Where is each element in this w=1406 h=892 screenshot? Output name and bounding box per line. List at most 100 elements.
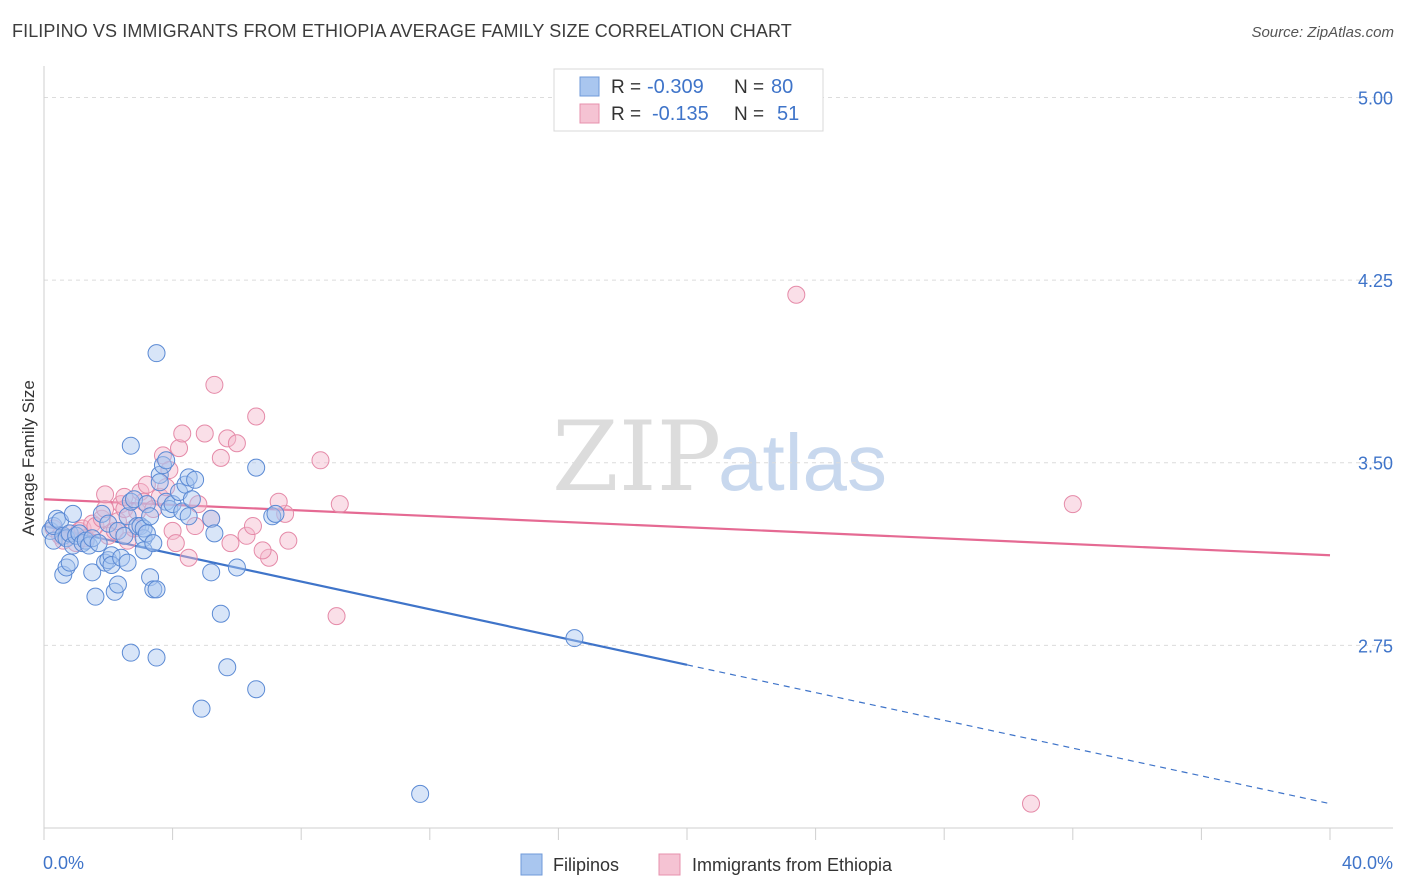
- point-filipinos-62: [186, 470, 205, 489]
- point-ethiopia-55: [253, 541, 272, 560]
- point-filipinos-50: [150, 473, 169, 492]
- point-filipinos-20: [86, 587, 105, 606]
- point-filipinos-73: [121, 436, 140, 455]
- point-filipinos-33: [118, 553, 137, 572]
- point-filipinos-77: [192, 699, 211, 718]
- point-filipinos-76: [147, 648, 166, 667]
- bottom-legend-swatch-ethiopia: [658, 853, 681, 876]
- point-filipinos-79: [565, 629, 584, 648]
- point-ethiopia-39: [205, 375, 224, 394]
- point-filipinos-38: [131, 517, 150, 536]
- point-filipinos-69: [247, 458, 266, 477]
- trend-line-filipinos: [43, 524, 688, 666]
- bottom-legend-swatch-filipinos: [520, 853, 543, 876]
- points-filipinos: [41, 344, 584, 803]
- point-ethiopia-11: [96, 500, 115, 519]
- bottom-legend-filipinos: Filipinos: [553, 855, 619, 875]
- trend-ethiopia: [43, 498, 1331, 557]
- point-filipinos-19: [83, 563, 102, 582]
- point-filipinos-21: [89, 534, 108, 553]
- point-filipinos-74: [147, 344, 166, 363]
- point-filipinos-13: [67, 526, 86, 545]
- legend-n-value-1: 80: [771, 76, 793, 98]
- legend: R = -0.309 N = 80 R = -0.135 N = 51: [553, 68, 824, 132]
- legend-n-label-1: N =: [734, 77, 764, 98]
- point-ethiopia-53: [1063, 495, 1082, 514]
- point-ethiopia-52: [787, 285, 806, 304]
- point-ethiopia-37: [195, 424, 214, 443]
- x-tick-min: 0.0%: [43, 853, 84, 873]
- point-filipinos-45: [144, 534, 163, 553]
- point-filipinos-44: [137, 524, 156, 543]
- y-tick-label-2: 4.25: [1358, 271, 1393, 291]
- point-ethiopia-40: [211, 448, 230, 467]
- y-tick-labels: 2.75 3.50 4.25 5.00: [1358, 88, 1393, 656]
- point-filipinos-52: [157, 451, 176, 470]
- trend-filipinos: [43, 524, 1331, 805]
- point-filipinos-68: [227, 558, 246, 577]
- point-filipinos-3: [47, 509, 66, 528]
- point-filipinos-35: [121, 492, 140, 511]
- y-tick-label-1: 3.50: [1358, 454, 1393, 474]
- point-ethiopia-50: [327, 607, 346, 626]
- point-filipinos-29: [108, 575, 127, 594]
- point-filipinos-61: [182, 490, 201, 509]
- point-ethiopia-41: [218, 429, 237, 448]
- point-filipinos-72: [266, 504, 285, 523]
- point-ethiopia-8: [83, 514, 102, 533]
- legend-swatch-filipinos: [579, 76, 600, 97]
- point-filipinos-71: [263, 507, 282, 526]
- point-ethiopia-51: [330, 495, 349, 514]
- point-ethiopia-35: [186, 517, 205, 536]
- point-filipinos-34: [118, 507, 137, 526]
- point-filipinos-42: [141, 507, 160, 526]
- point-filipinos-43: [134, 541, 153, 560]
- point-filipinos-27: [102, 556, 121, 575]
- point-filipinos-63: [202, 563, 221, 582]
- point-filipinos-10: [57, 558, 76, 577]
- point-filipinos-51: [153, 456, 172, 475]
- point-filipinos-78: [411, 784, 430, 803]
- y-tick-label-3: 5.00: [1358, 88, 1393, 108]
- source-label: Source: ZipAtlas.com: [1251, 24, 1394, 41]
- legend-swatch-ethiopia: [579, 103, 600, 124]
- point-filipinos-48: [147, 580, 166, 599]
- point-ethiopia-49: [311, 451, 330, 470]
- y-tick-label-0: 2.75: [1358, 636, 1393, 656]
- point-ethiopia-42: [221, 534, 240, 553]
- trend-line-ethiopia: [43, 498, 1331, 557]
- point-ethiopia-32: [170, 439, 189, 458]
- point-ethiopia-46: [247, 407, 266, 426]
- point-filipinos-65: [205, 524, 224, 543]
- point-ethiopia-43: [227, 434, 246, 453]
- chart-title: FILIPINO VS IMMIGRANTS FROM ETHIOPIA AVE…: [12, 21, 792, 41]
- legend-n-label-2: N =: [734, 104, 764, 125]
- watermark-zip: ZIP: [552, 401, 721, 513]
- point-ethiopia-34: [179, 548, 198, 567]
- point-ethiopia-54: [1022, 794, 1041, 813]
- legend-r-value-2: -0.135: [652, 103, 709, 125]
- bottom-legend: Filipinos Immigrants from Ethiopia: [520, 853, 893, 876]
- point-filipinos-32: [115, 526, 134, 545]
- point-filipinos-11: [60, 553, 79, 572]
- point-filipinos-22: [92, 504, 111, 523]
- point-ethiopia-45: [243, 517, 262, 536]
- legend-n-value-2: 51: [777, 103, 799, 125]
- point-filipinos-12: [63, 504, 82, 523]
- legend-r-value-1: -0.309: [647, 76, 704, 98]
- watermark-atlas: atlas: [718, 418, 887, 507]
- point-filipinos-70: [247, 680, 266, 699]
- point-ethiopia-44: [237, 526, 256, 545]
- point-filipinos-64: [202, 509, 221, 528]
- point-ethiopia-31: [166, 534, 185, 553]
- point-filipinos-66: [211, 604, 230, 623]
- point-ethiopia-30: [163, 521, 182, 540]
- point-filipinos-60: [179, 507, 198, 526]
- axes: [43, 66, 1393, 840]
- legend-r-label-2: R =: [611, 104, 641, 125]
- point-filipinos-26: [99, 514, 118, 533]
- trend-line-filipinos-extrapolated: [686, 664, 1331, 805]
- legend-r-label-1: R =: [611, 77, 641, 98]
- y-axis-label: Average Family Size: [19, 380, 38, 536]
